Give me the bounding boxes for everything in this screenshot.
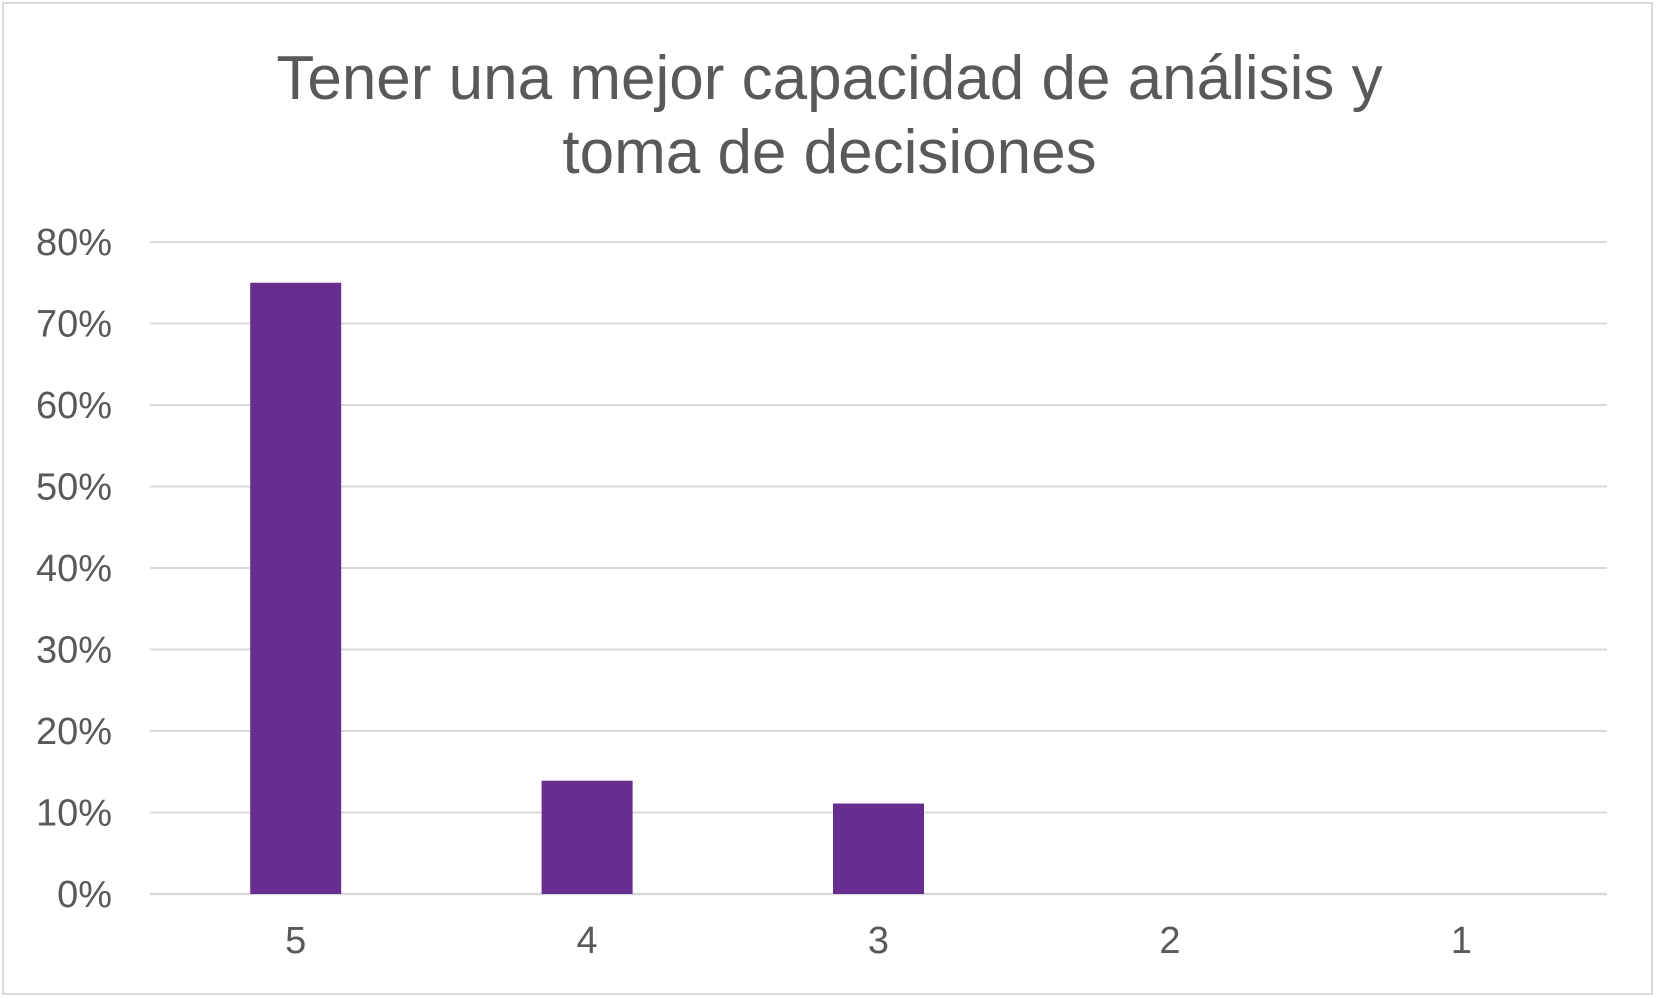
- chart-title-line-1: Tener una mejor capacidad de análisis y: [276, 44, 1383, 113]
- chart-title-line-2: toma de decisiones: [562, 118, 1097, 187]
- y-tick-label: 30%: [36, 630, 112, 672]
- bar-4: [541, 780, 633, 894]
- x-tick-label: 4: [577, 920, 598, 962]
- y-tick-label: 0%: [57, 874, 112, 916]
- bar-5: [250, 282, 342, 894]
- chart-title: Tener una mejor capacidad de análisis y …: [4, 42, 1655, 190]
- x-tick-label: 3: [868, 920, 889, 962]
- y-tick-label: 50%: [36, 467, 112, 509]
- y-tick-label: 70%: [36, 304, 112, 346]
- y-tick-label: 10%: [36, 793, 112, 835]
- y-tick-label: 80%: [36, 222, 112, 264]
- x-tick-label: 1: [1451, 920, 1472, 962]
- bar-3: [833, 803, 924, 894]
- x-tick-label: 2: [1159, 920, 1180, 962]
- y-tick-label: 20%: [36, 711, 112, 753]
- y-tick-label: 60%: [36, 385, 112, 427]
- x-tick-label: 5: [285, 920, 306, 962]
- y-tick-label: 40%: [36, 548, 112, 590]
